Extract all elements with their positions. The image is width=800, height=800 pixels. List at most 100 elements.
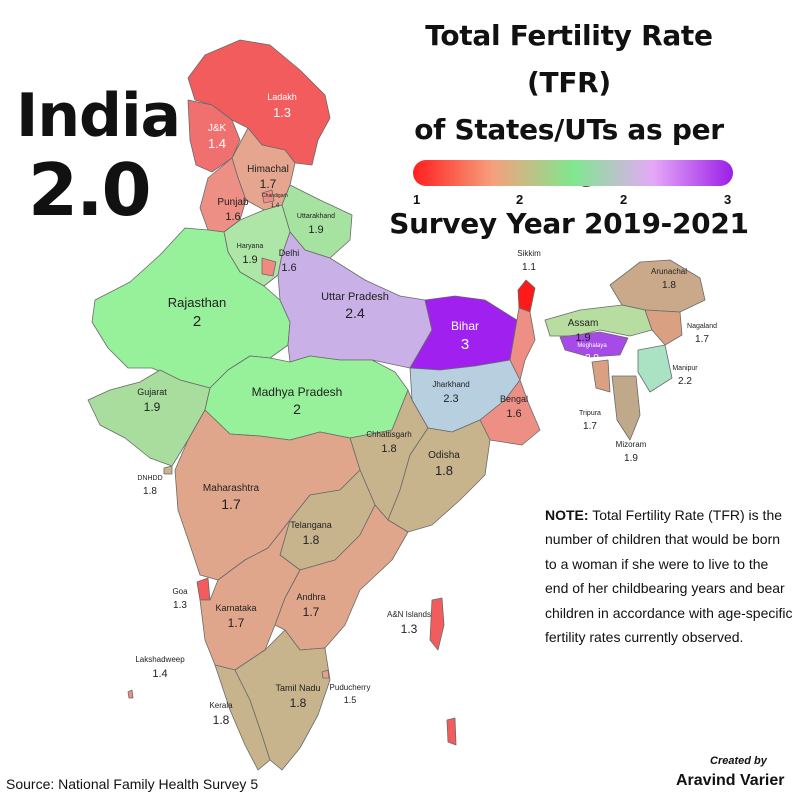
region-name-odisha: Odisha — [428, 450, 460, 461]
region-name-delhi: Delhi — [279, 248, 300, 258]
region-name-kerala: Kerala — [209, 701, 233, 710]
region-value-gujarat: 1.9 — [144, 400, 161, 414]
region-name-puducherry: Puducherry — [330, 683, 371, 692]
region-lakshadweep — [127, 689, 134, 699]
region-value-mizoram: 1.9 — [624, 453, 638, 464]
note-body: Total Fertility Rate (TFR) is the number… — [545, 507, 793, 646]
region-value-puducherry: 1.5 — [344, 695, 357, 705]
region-puducherry — [321, 669, 330, 679]
region-tripura — [591, 359, 611, 393]
region-value-tripura: 1.7 — [583, 421, 597, 432]
credit-label: Created by — [710, 755, 767, 767]
region-chandigarh — [261, 189, 275, 204]
region-value-haryana: 1.9 — [242, 254, 257, 266]
region-name-chandigarh: Chandigarh — [262, 193, 288, 199]
region-value-sikkim: 1.1 — [522, 262, 536, 273]
region-name-tripura: Tripura — [579, 410, 601, 417]
region-name-bihar: Bihar — [451, 319, 479, 333]
region-value-nagaland: 1.7 — [695, 334, 709, 345]
region-value-rajasthan: 2 — [193, 313, 201, 330]
region-name-tamilnadu: Tamil Nadu — [275, 683, 320, 693]
credit-author: Aravind Varier — [676, 772, 785, 789]
region-name-lakshadweep: Lakshadweep — [135, 655, 185, 664]
region-name-chhattisgarh: Chhattisgarh — [366, 430, 411, 439]
region-name-karnataka: Karnataka — [215, 603, 256, 613]
region-value-bengal: 1.6 — [506, 408, 521, 420]
region-value-delhi: 1.6 — [281, 262, 296, 274]
region-value-ladakh: 1.3 — [273, 105, 291, 120]
region-value-an_islands: 1.3 — [401, 622, 418, 636]
country-tfr-value: 2.0 — [28, 148, 152, 232]
chart-title: Total Fertility Rate (TFR) of States/UTs… — [388, 12, 750, 247]
region-value-mp: 2 — [293, 401, 301, 417]
region-dnhdd — [163, 465, 173, 475]
region-an_islands — [429, 597, 457, 746]
region-value-jk: 1.4 — [208, 136, 226, 151]
region-value-jharkhand: 2.3 — [443, 393, 458, 405]
region-name-arunachal: Arunachal — [651, 267, 687, 276]
region-odisha — [387, 419, 491, 533]
region-value-uttarakhand: 1.9 — [308, 224, 323, 236]
legend-tick-2: 2 — [516, 192, 524, 207]
region-name-dnhdd: DNHDD — [137, 475, 162, 482]
region-name-ladakh: Ladakh — [267, 92, 297, 102]
region-value-lakshadweep: 1.4 — [152, 668, 167, 680]
country-name: India — [16, 81, 181, 151]
region-value-goa: 1.3 — [173, 600, 187, 611]
title-line-1: Total Fertility Rate (TFR) — [425, 19, 713, 99]
region-value-assam: 1.9 — [575, 332, 590, 344]
region-name-himachal: Himachal — [247, 164, 289, 175]
region-value-maharashtra: 1.7 — [221, 496, 241, 512]
region-name-sikkim: Sikkim — [517, 249, 541, 258]
region-name-jk: J&K — [208, 123, 227, 134]
region-value-bihar: 3 — [461, 336, 469, 353]
region-mizoram — [611, 375, 641, 441]
region-value-chandigarh: 1.4 — [271, 203, 280, 209]
region-name-manipur: Manipur — [672, 365, 698, 372]
title-line-2: of States/UTs as per the — [414, 113, 724, 193]
region-name-up: Uttar Pradesh — [321, 291, 389, 303]
region-name-nagaland: Nagaland — [687, 323, 717, 330]
region-name-haryana: Haryana — [237, 243, 264, 250]
legend-tick-3: 2 — [620, 192, 628, 207]
region-value-meghalaya: 2.9 — [585, 353, 599, 364]
region-name-punjab: Punjab — [217, 197, 249, 208]
region-meghalaya — [559, 331, 629, 358]
region-name-mp: Madhya Pradesh — [252, 385, 343, 399]
region-value-kerala: 1.8 — [213, 713, 230, 727]
title-line-3: Survey Year 2019-2021 — [389, 207, 749, 240]
region-andhra — [274, 504, 409, 651]
legend-gradient-bar — [413, 160, 733, 186]
region-value-himachal: 1.7 — [260, 177, 277, 191]
note-lead: NOTE: — [545, 507, 589, 523]
region-name-mizoram: Mizoram — [616, 440, 647, 449]
region-tamilnadu — [234, 629, 331, 771]
region-sikkim — [517, 279, 536, 313]
region-name-telangana: Telangana — [290, 520, 332, 530]
region-delhi — [261, 257, 277, 277]
region-value-up: 2.4 — [345, 305, 365, 321]
region-value-punjab: 1.6 — [225, 211, 240, 223]
region-manipur — [637, 344, 673, 393]
region-name-an_islands: A&N Islands — [387, 610, 431, 619]
region-name-assam: Assam — [568, 318, 599, 329]
region-value-manipur: 2.2 — [678, 376, 692, 387]
legend-tick-1: 1 — [413, 192, 421, 207]
legend-tick-4: 3 — [724, 192, 732, 207]
region-value-chhattisgarh: 1.8 — [381, 443, 396, 455]
region-value-andhra: 1.7 — [303, 605, 320, 619]
source-text: Source: National Family Health Survey 5 — [6, 776, 259, 792]
region-value-dnhdd: 1.8 — [143, 486, 157, 497]
region-bengal — [479, 307, 541, 446]
region-nagaland — [644, 309, 683, 346]
region-name-andhra: Andhra — [296, 592, 325, 602]
region-name-jharkhand: Jharkhand — [432, 380, 469, 389]
region-name-uttarakhand: Uttarakhand — [297, 213, 335, 220]
region-value-arunachal: 1.8 — [662, 280, 676, 291]
note-text: NOTE: Total Fertility Rate (TFR) is the … — [545, 503, 795, 649]
region-name-bengal: Bengal — [500, 394, 528, 404]
region-name-goa: Goa — [172, 587, 188, 596]
region-value-odisha: 1.8 — [435, 463, 453, 478]
